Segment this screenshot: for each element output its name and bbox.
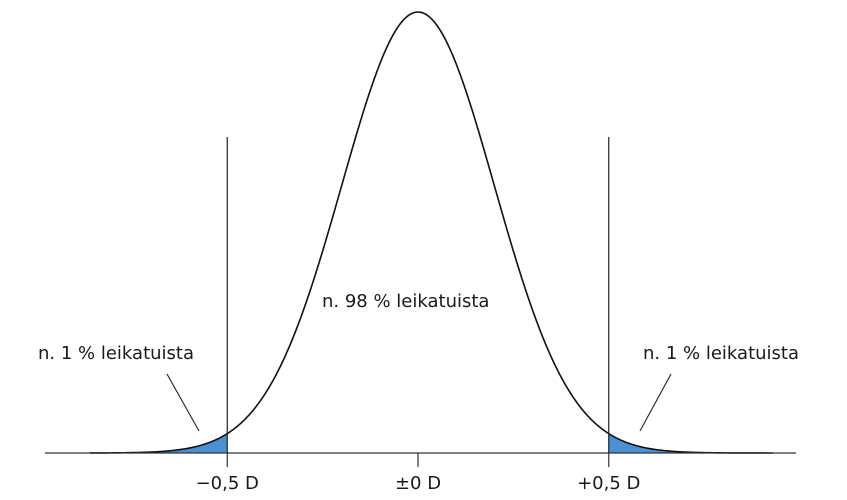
left-tail-area [89, 433, 228, 453]
center-annotation: n. 98 % leikatuista [322, 291, 489, 312]
right-tail-area [608, 433, 773, 453]
right-annotation: n. 1 % leikatuista [643, 343, 799, 364]
bell-curve [89, 11, 773, 454]
left-annotation-leader [166, 373, 200, 432]
x-tick-label: ±0 D [395, 473, 441, 494]
right-annotation-leader [639, 373, 672, 432]
x-ticks: −0,5 D ±0 D +0,5 D [196, 453, 640, 494]
x-tick-label: +0,5 D [577, 473, 640, 494]
left-annotation: n. 1 % leikatuista [38, 343, 194, 364]
x-tick-label: −0,5 D [196, 473, 259, 494]
